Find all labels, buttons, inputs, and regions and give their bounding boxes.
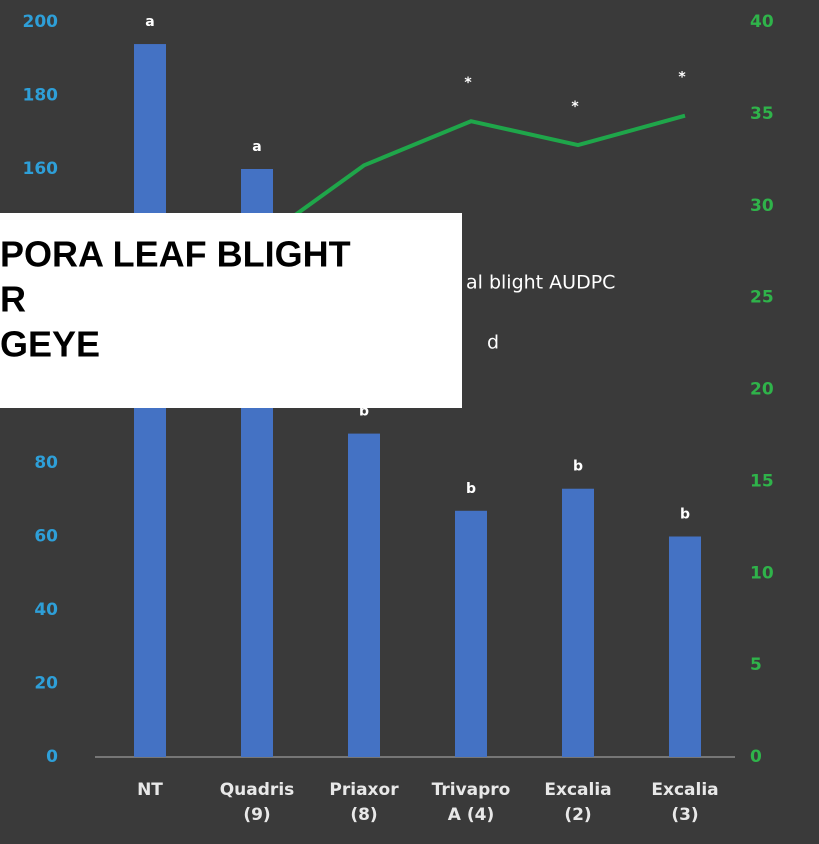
x-tick-label: Priaxor — [329, 780, 399, 800]
bar-letter: b — [573, 459, 583, 475]
significance-mark: * — [571, 99, 579, 115]
bar — [562, 488, 594, 757]
y-tick-label: 20 — [34, 674, 58, 694]
legend-text: al blight AUDPC — [466, 272, 615, 294]
x-tick-label: A (4) — [448, 805, 494, 825]
y-tick-label: 80 — [34, 453, 58, 473]
x-tick-label: (8) — [350, 805, 377, 825]
y2-tick-label: 25 — [750, 288, 774, 308]
significance-mark: * — [678, 70, 686, 86]
overlay-text: GEYE — [0, 324, 100, 365]
bar — [455, 510, 487, 757]
y2-tick-label: 30 — [750, 196, 774, 216]
bar — [348, 433, 380, 757]
y2-tick-label: 10 — [750, 563, 774, 583]
overlay-text: PORA LEAF BLIGHT — [0, 234, 351, 275]
y-tick-label: 180 — [23, 86, 59, 106]
x-tick-label: Quadris — [220, 780, 295, 800]
bar-letter: b — [359, 404, 369, 420]
x-tick-label: Trivapro — [432, 780, 511, 800]
legend-text: d — [487, 332, 499, 354]
y2-tick-label: 0 — [750, 747, 762, 767]
x-tick-label: (2) — [564, 805, 591, 825]
x-tick-label: (9) — [243, 805, 270, 825]
plot: 0 20 40 60 80 160 180 200 0 5 10 15 20 25 30 35 40 NT a Qua… — [23, 12, 774, 825]
bar-letter: a — [145, 14, 154, 30]
bar — [669, 536, 701, 757]
y-tick-label: 0 — [46, 747, 58, 767]
x-tick-label: (3) — [671, 805, 698, 825]
y2-tick-label: 35 — [750, 104, 774, 124]
y2-tick-label: 15 — [750, 471, 774, 491]
significance-mark: * — [464, 75, 472, 91]
y-tick-label: 160 — [23, 159, 59, 179]
bar-letter: b — [680, 507, 690, 523]
y2-tick-label: 20 — [750, 380, 774, 400]
x-tick-label: Excalia — [651, 780, 718, 800]
bar-letter: b — [466, 481, 476, 497]
x-tick-label: Excalia — [544, 780, 611, 800]
line — [255, 113, 686, 245]
overlay-box — [0, 213, 462, 408]
y2-tick-label: 40 — [750, 12, 774, 32]
y-tick-label: 200 — [23, 12, 59, 32]
y-tick-label: 60 — [34, 527, 58, 547]
x-tick-label: NT — [137, 780, 163, 800]
bar-letter: a — [252, 139, 261, 155]
y-tick-label: 40 — [34, 600, 58, 620]
overlay-text: R — [0, 279, 26, 320]
y2-tick-label: 5 — [750, 655, 762, 675]
